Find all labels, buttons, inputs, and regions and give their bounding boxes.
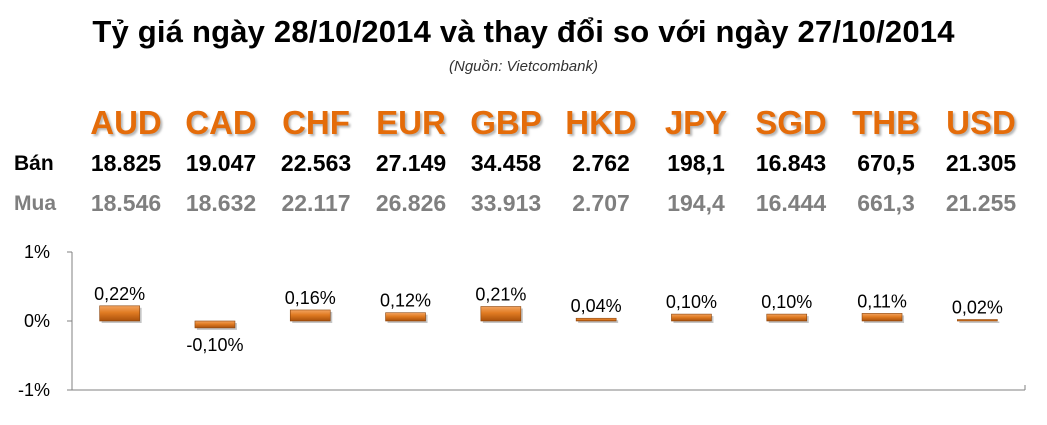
buy-rate-jpy: 194,4 [667, 190, 725, 216]
currency-code-aud: AUD [90, 104, 162, 141]
currency-code-jpy: JPY [664, 104, 728, 141]
currency-code-thb: THB [852, 104, 920, 141]
bar-chf [289, 309, 331, 322]
bar-sgd [766, 313, 808, 322]
bar-shadow [578, 320, 619, 323]
currency-code-cad: CAD [185, 104, 257, 141]
data-label-eur: 0,12% [380, 291, 431, 311]
bar-gbp [480, 306, 522, 322]
currency-code-eur: EUR [376, 104, 446, 141]
buy-rate-gbp: 33.913 [470, 190, 542, 216]
currency-code-hkd: HKD [565, 104, 637, 141]
sell-rate-aud: 18.825 [90, 150, 162, 176]
data-label-gbp: 0,21% [475, 285, 526, 305]
currency-code-gbp: GBP [470, 104, 542, 141]
buy-rate-thb: 661,3 [857, 190, 915, 216]
buy-rate-sgd: 16.444 [755, 190, 827, 216]
buy-rate-aud: 18.546 [90, 190, 162, 216]
sell-rate-thb: 670,5 [857, 150, 915, 176]
data-label-cad: -0,10% [186, 335, 243, 355]
buy-rate-usd: 21.255 [945, 190, 1017, 216]
buy-rate-eur: 26.826 [375, 190, 447, 216]
bar-thb [861, 313, 903, 322]
sell-rate-sgd: 16.843 [755, 150, 827, 176]
buy-rate-chf: 22.117 [281, 190, 351, 216]
page-title: Tỷ giá ngày 28/10/2014 và thay đổi so vớ… [92, 14, 955, 49]
bar-hkd [575, 317, 617, 322]
sell-rate-jpy: 198,1 [667, 150, 725, 176]
sell-rate-usd: 21.305 [945, 150, 1017, 176]
currency-code-sgd: SGD [755, 104, 827, 141]
sell-rate-eur: 27.149 [375, 150, 447, 176]
y-tick-label: 1% [24, 242, 50, 262]
bar-eur [385, 312, 426, 322]
sell-row-label: Bán [14, 152, 54, 175]
y-tick-label: 0% [24, 311, 50, 331]
sell-rate-cad: 19.047 [185, 150, 257, 176]
data-label-usd: 0,02% [952, 298, 1003, 318]
sell-rate-chf: 22.563 [280, 150, 352, 176]
buy-rate-cad: 18.632 [185, 190, 257, 216]
bar-usd [957, 319, 998, 322]
data-label-chf: 0,16% [285, 288, 336, 308]
sell-rate-hkd: 2.762 [572, 150, 630, 176]
data-label-sgd: 0,10% [761, 292, 812, 312]
currency-code-usd: USD [946, 104, 1016, 141]
bar-shadow [959, 321, 1000, 323]
bar-cad [194, 320, 236, 329]
sell-rate-gbp: 34.458 [470, 150, 542, 176]
buy-row-label: Mua [14, 192, 56, 215]
bar-aud [99, 305, 140, 322]
data-label-aud: 0,22% [94, 284, 145, 304]
bar-jpy [671, 313, 712, 322]
buy-rate-hkd: 2.707 [572, 190, 630, 216]
y-tick-label: -1% [18, 380, 50, 400]
currency-code-chf: CHF [282, 104, 350, 141]
data-label-jpy: 0,10% [666, 292, 717, 312]
data-label-hkd: 0,04% [571, 296, 622, 316]
source-note: (Nguồn: Vietcombank) [449, 58, 598, 75]
data-label-thb: 0,11% [857, 291, 907, 311]
